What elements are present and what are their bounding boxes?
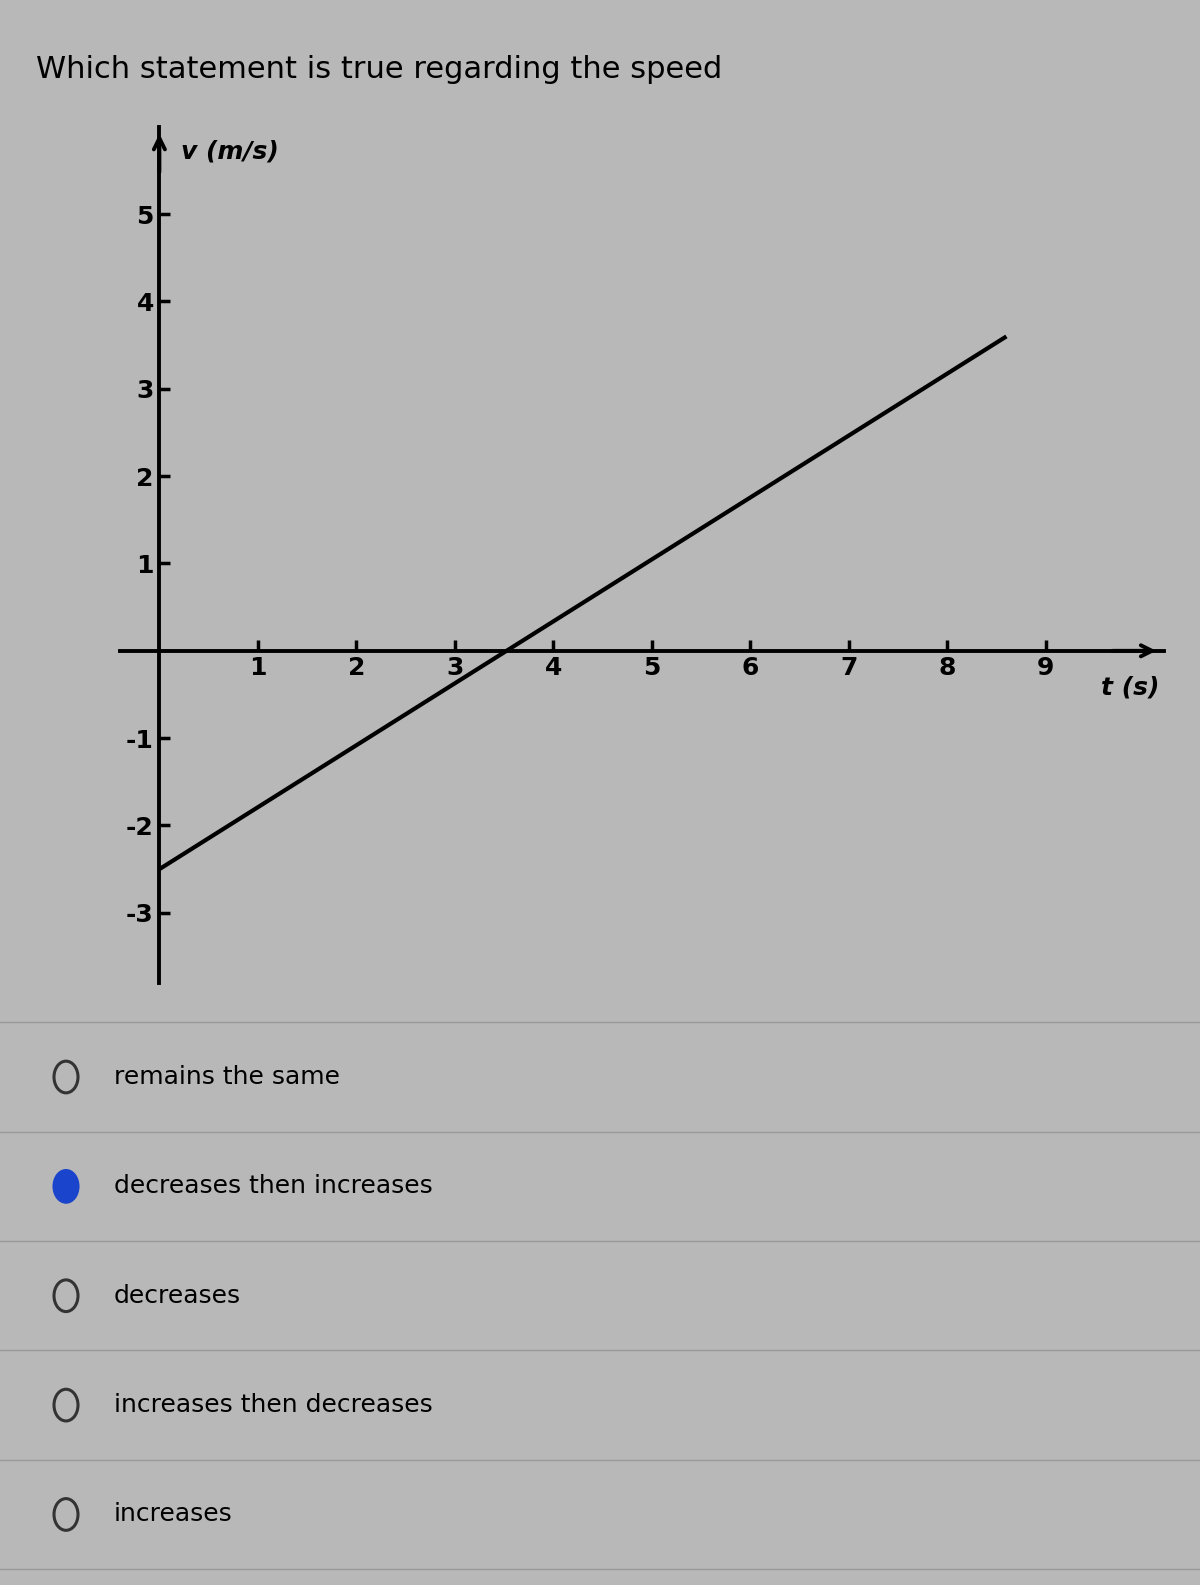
Text: v (m/s): v (m/s) [181, 139, 278, 163]
Text: t (s): t (s) [1100, 675, 1159, 699]
Text: decreases: decreases [114, 1284, 241, 1308]
Text: remains the same: remains the same [114, 1065, 340, 1089]
Text: increases then decreases: increases then decreases [114, 1393, 433, 1417]
Text: decreases then increases: decreases then increases [114, 1174, 433, 1198]
Text: Which statement is true regarding the speed: Which statement is true regarding the sp… [36, 55, 722, 84]
Text: increases: increases [114, 1503, 233, 1526]
